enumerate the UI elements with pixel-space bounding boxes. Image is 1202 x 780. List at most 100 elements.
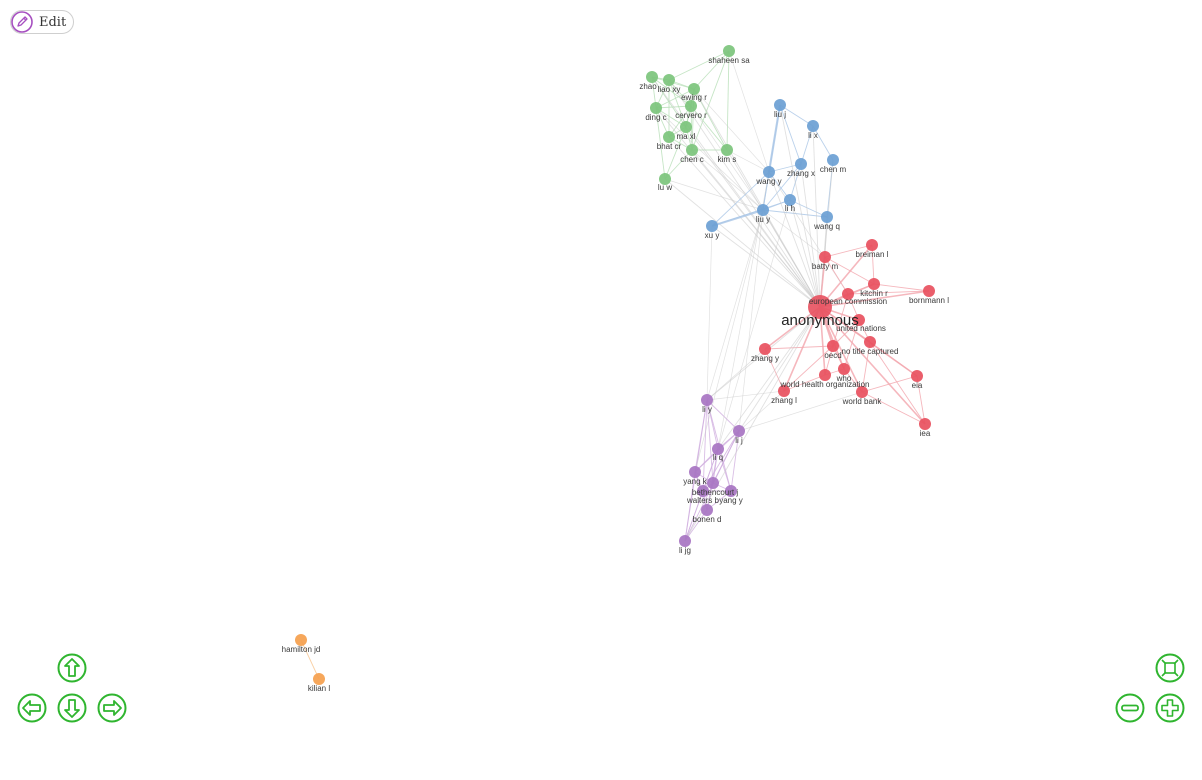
minus-icon[interactable] (1115, 693, 1145, 723)
node-zhang-x[interactable] (795, 158, 807, 170)
edge-li-y-xu-y (706, 225, 713, 401)
fit-screen-icon[interactable] (1155, 653, 1185, 683)
node-who[interactable] (838, 363, 850, 375)
edge-cervero-r-liu-y (690, 105, 764, 211)
node-label-kitchin-r: kitchin r (860, 289, 888, 298)
node-label-lu-w: lu w (658, 183, 672, 192)
node-ma-xl[interactable] (680, 121, 692, 133)
edge-xu-y-wang-y (711, 171, 770, 227)
node-li-j[interactable] (733, 425, 745, 437)
node-european-commission[interactable] (842, 288, 854, 300)
node-wang-y[interactable] (763, 166, 775, 178)
node-ewing-r[interactable] (688, 83, 700, 95)
node-chen-c[interactable] (686, 144, 698, 156)
node-label-chen-c: chen c (680, 155, 704, 164)
node-bhat-cr[interactable] (663, 131, 675, 143)
edge-world-bank-no-title-captured (861, 341, 871, 393)
node-label-anonymous: anonymous (781, 312, 859, 329)
node-oecd[interactable] (827, 340, 839, 352)
node-label-zhang-y: zhang y (751, 354, 779, 363)
node-walters-b[interactable] (697, 485, 709, 497)
node-kim-s[interactable] (721, 144, 733, 156)
node-zhang-y[interactable] (759, 343, 771, 355)
node-li-x[interactable] (807, 120, 819, 132)
edge-ding-c-liu-y (655, 107, 764, 211)
edge-kitchin-r-bornmann-l (873, 283, 930, 292)
node-shaheen-sa[interactable] (723, 45, 735, 57)
node-ding-c[interactable] (650, 102, 662, 114)
edge-chen-c-liu-y (691, 149, 764, 211)
node-liao-xy[interactable] (663, 74, 675, 86)
edge-anonymous-zhang-l (783, 306, 821, 392)
node-bornmann-l[interactable] (923, 285, 935, 297)
node-label-shaheen-sa: shaheen sa (708, 56, 750, 65)
node-li-h[interactable] (784, 194, 796, 206)
node-zhang-l[interactable] (778, 385, 790, 397)
node-cervero-r[interactable] (685, 100, 697, 112)
node-li-q[interactable] (712, 443, 724, 455)
node-yang-y[interactable] (725, 485, 737, 497)
arrow-down-icon[interactable] (57, 693, 87, 723)
edge-lu-w-chen-c (664, 149, 693, 180)
node-label-yang-k: yang k (683, 477, 708, 486)
node-label-kilian-l: kilian l (308, 684, 330, 693)
node-no-title-captured[interactable] (864, 336, 876, 348)
edge-liu-y-batty-m (762, 209, 826, 258)
node-lu-w[interactable] (659, 173, 671, 185)
edge-cervero-r-bhat-cr (668, 105, 692, 138)
edge-lu-w-anonymous (664, 178, 821, 308)
node-hamilton-jd[interactable] (295, 634, 307, 646)
arrow-right-icon[interactable] (97, 693, 127, 723)
node-iea[interactable] (919, 418, 931, 430)
node-chen-m[interactable] (827, 154, 839, 166)
edge-cervero-r-kim-s (690, 105, 728, 151)
edge-anonymous-breiman-l (819, 244, 873, 308)
edit-button[interactable]: Edit (10, 10, 74, 34)
node-anonymous[interactable] (808, 295, 832, 319)
node-label-li-jg: li jg (679, 546, 691, 555)
node-label-liu-j: liu j (774, 110, 786, 119)
node-label-bornmann-l: bornmann l (909, 296, 949, 305)
edge-li-q-li-h (717, 199, 791, 450)
node-eia[interactable] (911, 370, 923, 382)
edge-ma-xl-lu-w (664, 126, 687, 180)
plus-icon[interactable] (1155, 693, 1185, 723)
edge-liu-j-li-x (779, 104, 814, 127)
node-label-zhang-l: zhang l (771, 396, 797, 405)
node-yang-k[interactable] (689, 466, 701, 478)
node-bethencourt-j[interactable] (707, 477, 719, 489)
edge-li-y-walters-b (702, 399, 708, 492)
node-label-hamilton-jd: hamilton jd (282, 645, 321, 654)
node-li-y[interactable] (701, 394, 713, 406)
node-world-bank[interactable] (856, 386, 868, 398)
edge-li-y-bethencourt-j (706, 399, 714, 484)
node-liu-j[interactable] (774, 99, 786, 111)
node-label-world-health-organization: world health organization (780, 380, 870, 389)
arrow-up-icon[interactable] (57, 653, 87, 683)
node-bonen-d[interactable] (701, 504, 713, 516)
node-zhao[interactable] (646, 71, 658, 83)
edge-li-h-wang-q (789, 199, 828, 218)
network-nodes[interactable] (295, 45, 935, 685)
node-wang-q[interactable] (821, 211, 833, 223)
node-world-health-organization[interactable] (819, 369, 831, 381)
node-li-jg[interactable] (679, 535, 691, 547)
node-liu-y[interactable] (757, 204, 769, 216)
node-breiman-l[interactable] (866, 239, 878, 251)
edge-shaheen-sa-wang-y (728, 50, 770, 173)
node-label-li-q: li q (713, 453, 723, 462)
node-united-nations[interactable] (853, 314, 865, 326)
arrow-left-icon[interactable] (17, 693, 47, 723)
edge-kim-s-wang-y (726, 149, 770, 173)
node-label-batty-m: batty m (812, 262, 839, 271)
node-batty-m[interactable] (819, 251, 831, 263)
node-label-no-title-captured: no title captured (842, 347, 899, 356)
node-label-li-j: li j (735, 436, 743, 445)
node-kilian-l[interactable] (313, 673, 325, 685)
edge-eia-iea (916, 375, 926, 425)
edge-wang-q-batty-m (824, 216, 828, 258)
node-xu-y[interactable] (706, 220, 718, 232)
node-kitchin-r[interactable] (868, 278, 880, 290)
edge-liao-xy-anonymous (668, 79, 821, 308)
